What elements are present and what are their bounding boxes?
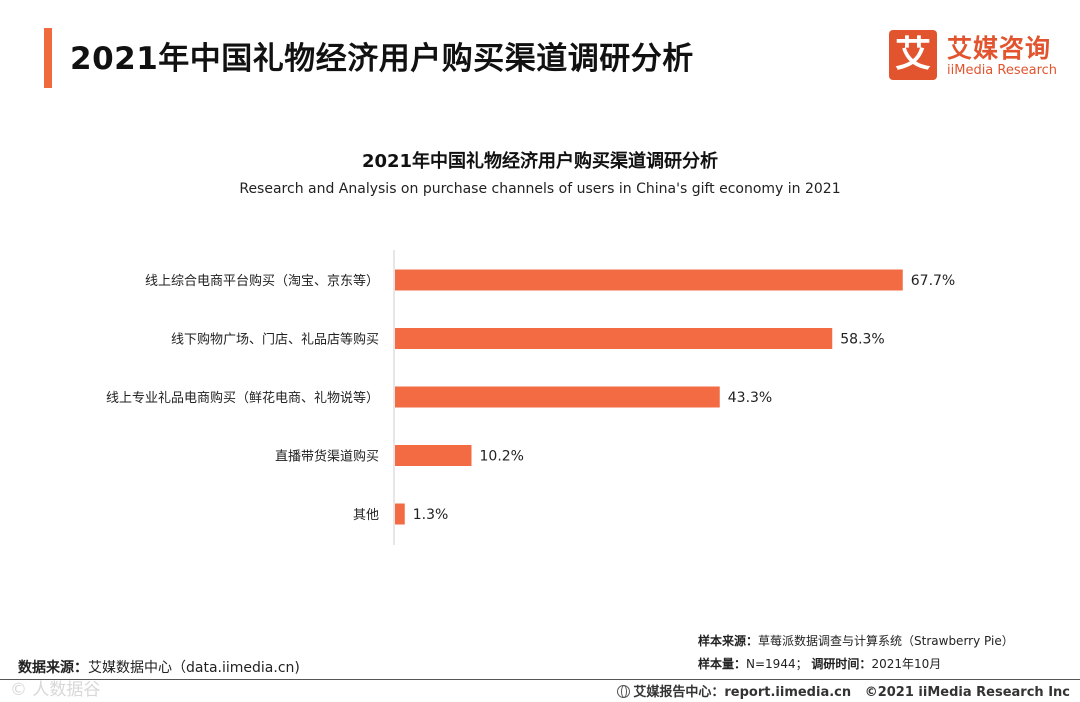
value-label: 1.3%: [413, 507, 449, 523]
bar: [395, 386, 720, 408]
data-source-key: 数据来源：: [18, 660, 88, 676]
category-label: 线上综合电商平台购买（淘宝、京东等）: [145, 273, 379, 289]
category-label: 线上专业礼品电商购买（鲜花电商、礼物说等）: [106, 390, 379, 406]
bar: [395, 269, 903, 291]
data-source-value: 艾媒数据中心（data.iimedia.cn): [88, 660, 300, 676]
sample-source-value: 草莓派数据调查与计算系统（Strawberry Pie）: [758, 634, 1014, 648]
value-label: 43.3%: [728, 390, 772, 406]
brand-logo: 艾 艾媒咨询 iiMedia Research: [889, 30, 1064, 82]
copyright: ©2021 iiMedia Research Inc: [864, 685, 1070, 700]
report-center-link[interactable]: 艾媒报告中心：report.iimedia.cn: [633, 685, 852, 700]
globe-icon: [617, 685, 631, 698]
title-accent-bar: [44, 28, 52, 88]
survey-time-value: 2021年10月: [871, 657, 942, 671]
logo-name-en: iiMedia Research: [947, 63, 1058, 78]
bar: [395, 328, 833, 349]
survey-time-key: 调研时间：: [811, 657, 872, 671]
footer-credits: 艾媒报告中心：report.iimedia.cn ©2021 iiMedia R…: [617, 681, 1070, 700]
bar: [395, 503, 405, 525]
chart-title: 2021年中国礼物经济用户购买渠道调研分析: [361, 151, 719, 172]
value-label: 10.2%: [480, 449, 524, 465]
category-label: 线下购物广场、门店、礼品店等购买: [171, 332, 379, 348]
logo-mark-icon: 艾: [889, 30, 937, 80]
footer-divider: [0, 679, 1080, 680]
value-label: 58.3%: [840, 332, 884, 348]
logo-name-cn: 艾媒咨询: [947, 34, 1052, 63]
sample-size-key: 样本量：: [698, 657, 747, 671]
data-source: 数据来源：艾媒数据中心（data.iimedia.cn): [18, 657, 300, 677]
watermark: © 人数据谷: [10, 680, 101, 700]
bar-chart: 线上综合电商平台购买（淘宝、京东等） 67.7% 线下购物广场、门店、礼品店等购买 5…: [106, 250, 955, 545]
chart-subtitle: Research and Analysis on purchase channe…: [239, 181, 841, 197]
sample-source-key: 样本来源：: [698, 634, 759, 648]
page-title: 2021年中国礼物经济用户购买渠道调研分析: [70, 41, 694, 77]
category-label: 直播带货渠道购买: [275, 449, 379, 465]
value-label: 67.7%: [911, 273, 955, 289]
sample-size-note: 样本量：N=1944； 调研时间：2021年10月: [698, 655, 941, 672]
bar: [395, 445, 472, 466]
category-label: 其他: [353, 508, 379, 523]
sample-source-note: 样本来源：草莓派数据调查与计算系统（Strawberry Pie）: [698, 632, 1014, 649]
sample-size-value: N=1944；: [746, 657, 808, 671]
